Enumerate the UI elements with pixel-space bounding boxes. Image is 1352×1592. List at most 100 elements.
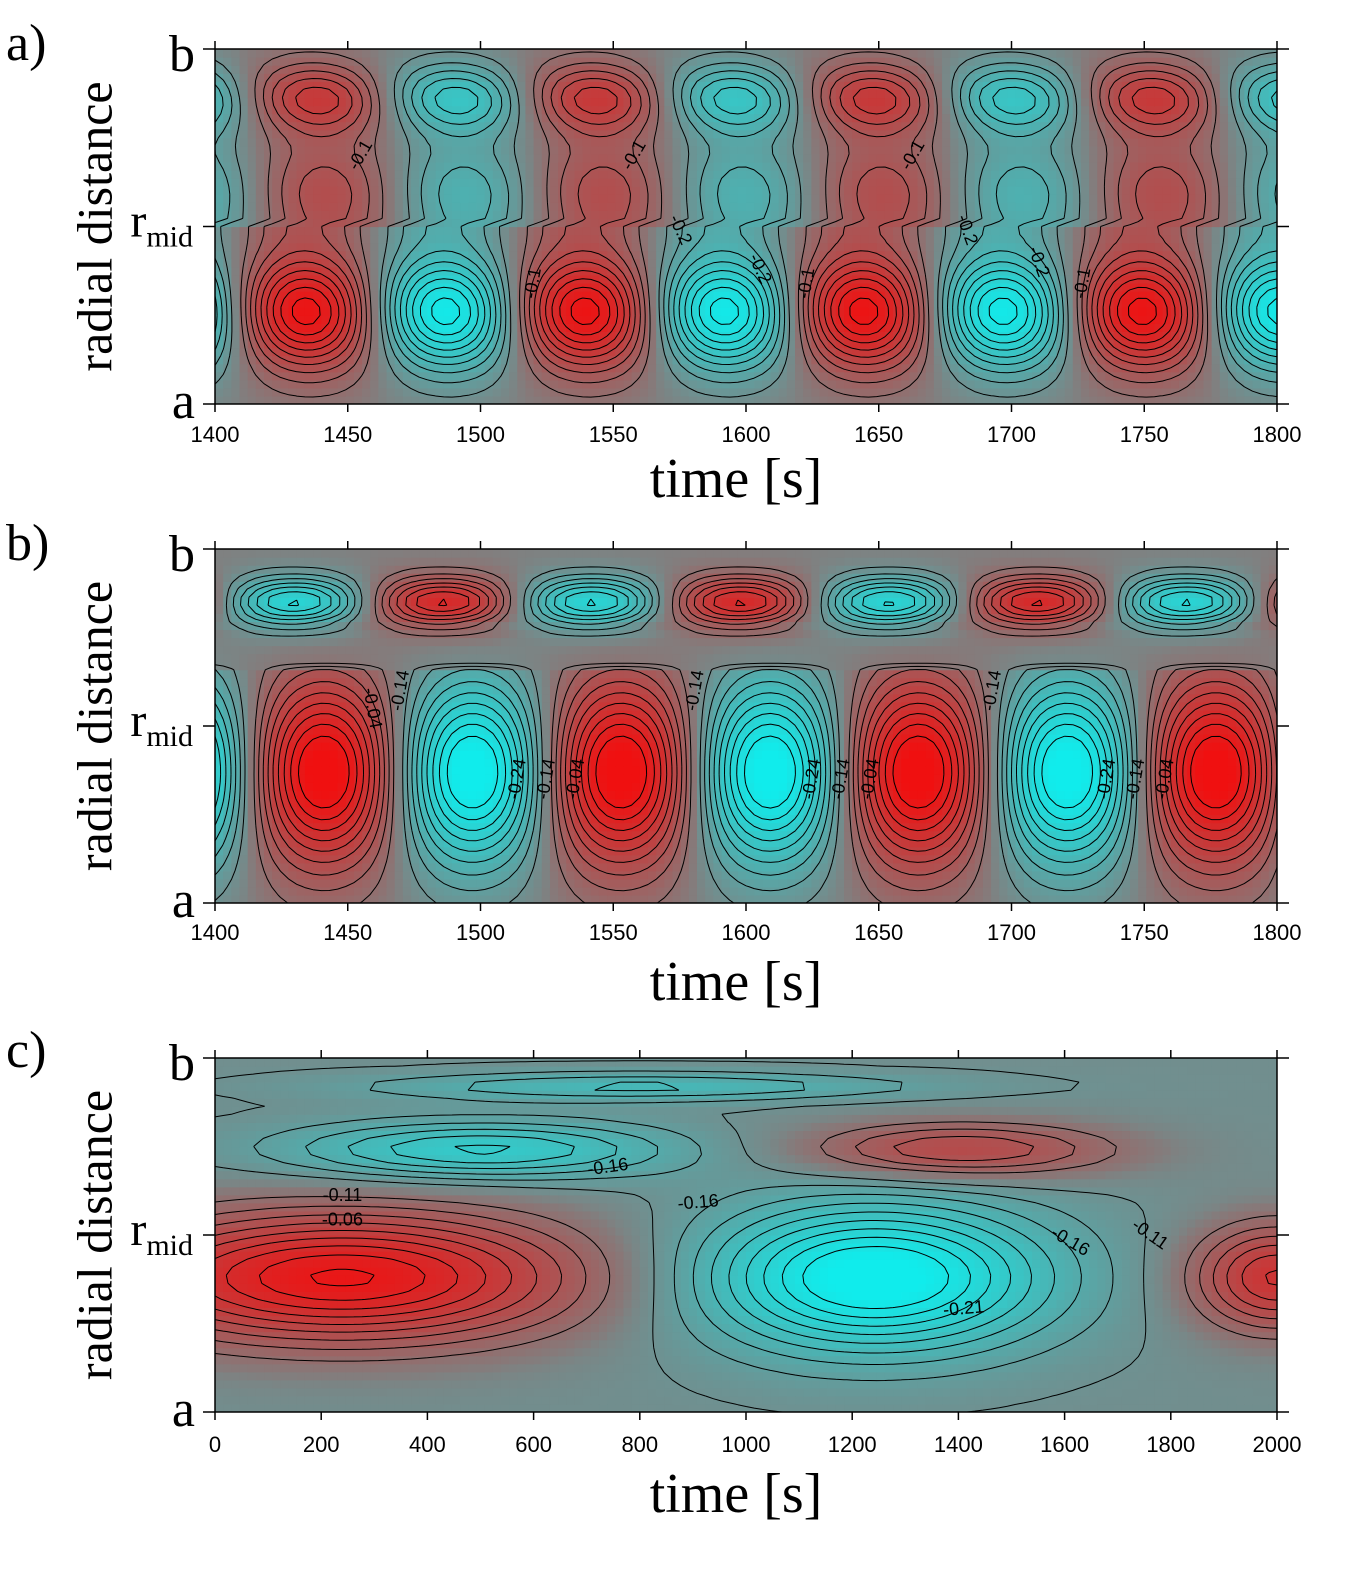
heatmap-cell [345,113,355,123]
heatmap-cell [304,387,314,397]
heatmap-cell [991,307,1000,316]
heatmap-cell [484,250,494,260]
heatmap-cell [215,129,224,139]
heatmap-cell [1268,137,1277,147]
heatmap-cell [991,355,1000,365]
heatmap-cell [893,137,902,147]
heatmap-cell [231,89,241,99]
heatmap-cell [942,363,951,373]
heatmap-cell [1154,194,1164,203]
heatmap-cell [468,113,478,123]
heatmap-cell [754,153,763,163]
heatmap-cell [705,282,714,292]
heatmap-cell [639,250,649,260]
heatmap-cell [435,242,445,252]
heatmap-cell [566,194,576,203]
heatmap-cell [264,210,273,220]
heatmap-cell [345,323,355,332]
heatmap-cell [688,363,698,373]
heatmap-cell [558,153,567,163]
heatmap-cell [656,291,665,300]
heatmap-cell [803,307,812,316]
heatmap-cell [362,194,371,203]
heatmap-cell [541,387,551,397]
heatmap-cell [647,105,657,115]
heatmap-cell [451,170,461,179]
heatmap-cell [1146,178,1156,187]
heatmap-cell [500,186,510,195]
heatmap-cell [1227,105,1237,115]
heatmap-cell [1072,274,1082,284]
heatmap-cell [329,161,339,171]
heatmap-cell [566,105,576,115]
heatmap-cell [304,186,314,195]
heatmap-cell [713,242,723,252]
heatmap-cell [215,161,224,171]
heatmap-cell [754,258,763,268]
heatmap-cell [721,218,731,228]
heatmap-cell [1089,137,1098,147]
heatmap-cell [852,161,861,171]
heatmap-cell [533,339,543,349]
heatmap-cell [1097,194,1107,203]
heatmap-cell [754,307,763,316]
heatmap-cell [427,299,437,308]
heatmap-cell [950,129,959,139]
heatmap-cell [1113,323,1123,332]
heatmap-cell [803,121,812,131]
heatmap-cell [827,387,837,397]
heatmap-cell [337,242,347,252]
heatmap-cell [901,371,910,381]
heatmap-cell [705,218,714,228]
heatmap-cell [746,363,755,373]
heatmap-cell [868,347,878,357]
heatmap-cell [1048,202,1058,211]
heatmap-cell [345,291,355,300]
heatmap-cell [803,97,812,107]
heatmap-cell [688,274,698,284]
heatmap-cell [541,89,551,99]
heatmap-cell [353,371,363,381]
heatmap-cell [386,161,396,171]
heatmap-cell [1040,121,1049,131]
heatmap-cell [844,339,853,349]
heatmap-cell [1162,258,1172,268]
heatmap-cell [541,339,551,349]
heatmap-cell [1260,153,1270,163]
heatmap-cell [680,194,690,203]
heatmap-cell [925,234,935,244]
heatmap-cell [868,186,878,195]
heatmap-cell [1236,315,1245,324]
heatmap-cell [460,186,469,195]
heatmap-cell [247,202,257,211]
heatmap-cell [1227,97,1237,107]
heatmap-cell [500,178,510,187]
heatmap-cell [590,218,600,228]
heatmap-cell [1178,234,1188,244]
heatmap-cell [460,250,469,260]
heatmap-cell [566,178,576,187]
heatmap-cell [1031,161,1041,171]
heatmap-cell [362,242,371,252]
heatmap-cell [1138,250,1147,260]
heatmap-cell [492,339,502,349]
heatmap-cell [803,202,812,211]
heatmap-cell [982,145,992,155]
heatmap-cell [721,291,731,300]
heatmap-cell [1056,291,1066,300]
heatmap-cell [950,194,959,203]
heatmap-cell [574,226,584,236]
heatmap-cell [337,258,347,268]
heatmap-cell [1146,234,1156,244]
heatmap-cell [884,274,894,284]
heatmap-cell [966,379,976,389]
heatmap-cell [770,355,780,365]
heatmap-cell [1048,250,1058,260]
heatmap-cell [615,178,625,187]
heatmap-cell [313,210,322,220]
heatmap-cell [1097,274,1107,284]
heatmap-cell [893,363,902,373]
heatmap-cell [623,299,633,308]
heatmap-cell [737,266,747,276]
heatmap-cell [598,242,608,252]
